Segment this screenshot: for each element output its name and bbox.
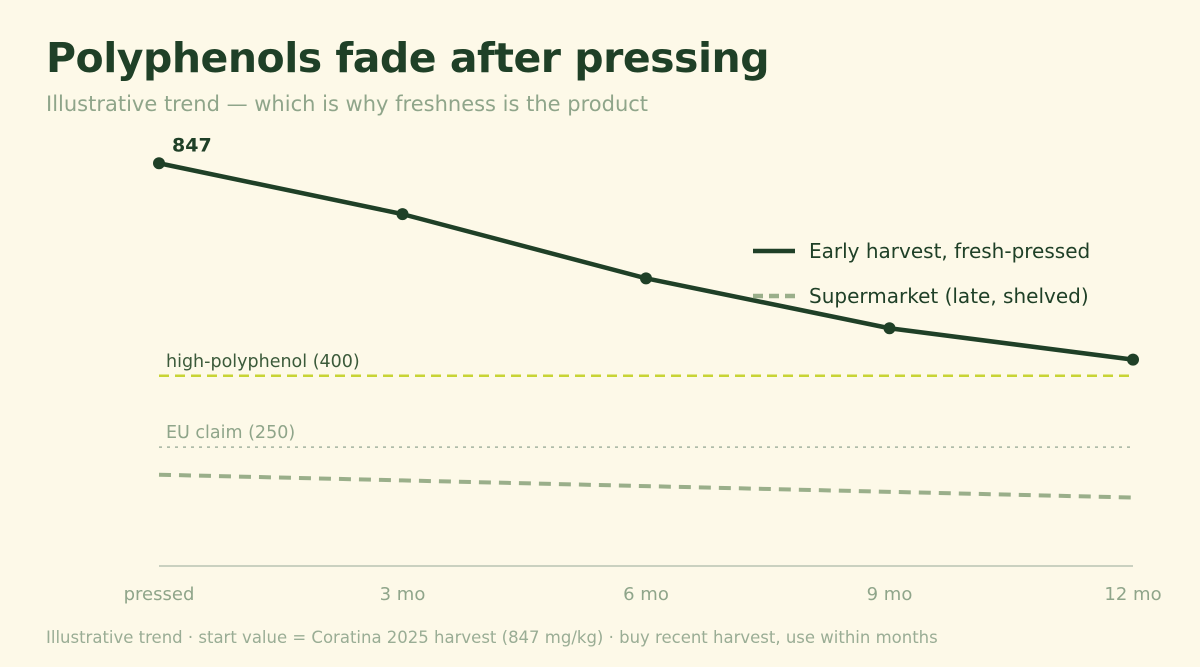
legend-label: Early harvest, fresh-pressed [809,239,1090,263]
data-point [153,157,165,170]
chart-title: Polyphenols fade after pressing [46,34,770,82]
data-point [883,322,896,335]
x-tick-label: pressed [124,584,195,605]
x-tick-label: 6 mo [623,584,669,605]
chart-footnote: Illustrative trend · start value = Corat… [46,628,938,647]
series-line [158,472,1134,500]
x-tick-label: 12 mo [1104,584,1161,605]
x-tick-label: 3 mo [380,584,426,605]
data-point [1127,353,1139,366]
data-point [640,272,652,285]
data-point [396,208,409,221]
chart-subtitle: Illustrative trend — which is why freshn… [46,92,649,116]
legend-label: Supermarket (late, shelved) [809,284,1089,308]
reference-line-label: high-polyphenol (400) [166,352,360,372]
reference-line-label: EU claim (250) [166,423,295,443]
data-label: 847 [172,134,212,156]
x-tick-label: 9 mo [867,584,913,605]
